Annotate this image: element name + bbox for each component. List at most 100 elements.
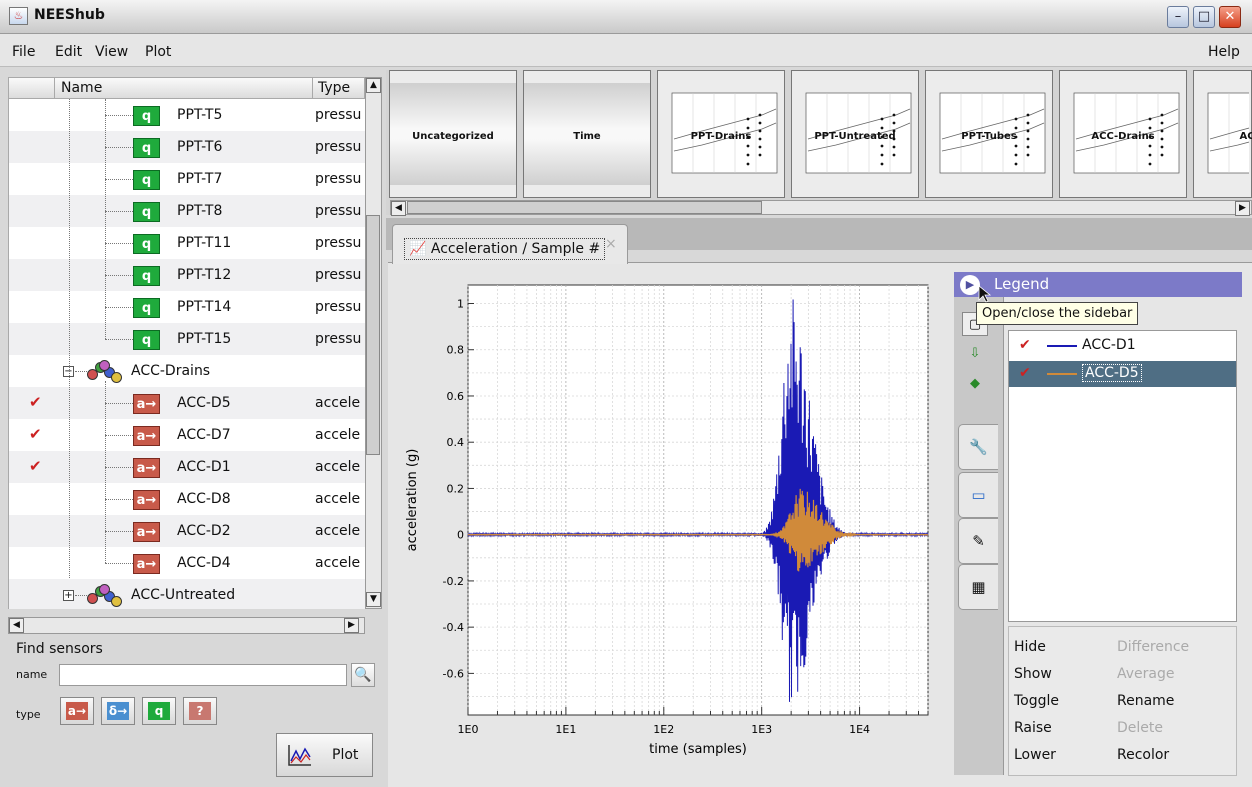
- group-dot: [99, 360, 110, 371]
- category-scroll-right-arrow[interactable]: ▶: [1235, 201, 1250, 216]
- legend-action-toggle[interactable]: Toggle: [1014, 693, 1060, 709]
- legend-action-delete[interactable]: Delete: [1117, 720, 1163, 736]
- tree-connector: [105, 147, 133, 148]
- category-thumbnail[interactable]: ACC-Drains: [1059, 70, 1187, 198]
- tree-row[interactable]: q PPT-T6 pressu: [9, 131, 365, 163]
- legend-swatch: [1047, 373, 1077, 375]
- tree-row[interactable]: ✔ a→ ACC-D7 accele: [9, 419, 365, 451]
- find-sensors-title: Find sensors: [16, 641, 103, 657]
- menu-file[interactable]: File: [12, 44, 36, 60]
- tree-row[interactable]: q PPT-T14 pressu: [9, 291, 365, 323]
- tree-row[interactable]: a→ ACC-D8 accele: [9, 483, 365, 515]
- category-thumbnail[interactable]: PPT-Untreated: [791, 70, 919, 198]
- plot-tab-label[interactable]: 📈 Acceleration / Sample #: [404, 238, 606, 260]
- legend-action-difference[interactable]: Difference: [1117, 639, 1190, 655]
- menu-edit[interactable]: Edit: [55, 44, 83, 60]
- legend-item[interactable]: ✔ ACC-D1: [1009, 333, 1236, 359]
- mini-point: [880, 135, 884, 139]
- name-column-header[interactable]: Name: [57, 78, 313, 98]
- type-filter-button[interactable]: δ→: [101, 697, 135, 725]
- mini-point: [758, 121, 762, 125]
- plot-area[interactable]: [467, 284, 929, 716]
- menu-help[interactable]: Help: [1208, 44, 1240, 60]
- sensor-group-icon: [87, 360, 123, 383]
- legend-action-lower[interactable]: Lower: [1014, 747, 1056, 763]
- sidebar-toggle-icon[interactable]: ▶: [960, 275, 980, 295]
- y-tick-label: -0.6: [443, 667, 464, 680]
- legend-action-show[interactable]: Show: [1014, 666, 1052, 682]
- type-filter-button[interactable]: q: [142, 697, 176, 725]
- find-name-input[interactable]: [59, 664, 347, 686]
- tree-scroll-down-arrow[interactable]: ▼: [366, 592, 381, 607]
- row-check-icon[interactable]: ✔: [29, 425, 42, 443]
- maximize-button[interactable]: □: [1193, 6, 1215, 28]
- tree-group-row[interactable]: + ACC-Untreated: [9, 579, 365, 609]
- series-line-acc-d5[interactable]: [467, 488, 929, 572]
- collapse-icon[interactable]: −: [63, 366, 74, 377]
- tree-scroll-thumb[interactable]: [366, 215, 380, 455]
- legend-item[interactable]: ✔ ACC-D5: [1009, 361, 1236, 387]
- tree-scroll-left-arrow[interactable]: ◀: [9, 618, 24, 633]
- legend-check-icon[interactable]: ✔: [1019, 365, 1031, 381]
- tree-group-row[interactable]: − ACC-Drains: [9, 355, 365, 387]
- type-filter-button[interactable]: ?: [183, 697, 217, 725]
- tree-row[interactable]: q PPT-T12 pressu: [9, 259, 365, 291]
- category-thumbnail[interactable]: Time: [523, 70, 651, 198]
- sensor-tree[interactable]: q PPT-T5 pressu q PPT-T6 pressu q PPT-T7 pressu q…: [8, 99, 365, 609]
- tree-row[interactable]: q PPT-T7 pressu: [9, 163, 365, 195]
- legend-action-rename[interactable]: Rename: [1117, 693, 1175, 709]
- legend-download-icon[interactable]: ⇩: [969, 346, 981, 361]
- legend-action-average[interactable]: Average: [1117, 666, 1175, 682]
- acceleration-chart[interactable]: 1 0.8 0.6 0.4 0.2 0 -0.2 -0.4 -0.6 1E0 1E1 1E2 1E3 1E…: [396, 275, 941, 775]
- expand-icon[interactable]: +: [63, 590, 74, 601]
- close-button[interactable]: ✕: [1219, 6, 1241, 28]
- tree-row[interactable]: ✔ a→ ACC-D1 accele: [9, 451, 365, 483]
- tree-row[interactable]: q PPT-T8 pressu: [9, 195, 365, 227]
- category-thumbnail[interactable]: PPT-Drains: [657, 70, 785, 198]
- tree-row[interactable]: q PPT-T5 pressu: [9, 99, 365, 131]
- type-filter-button[interactable]: a→: [60, 697, 94, 725]
- sensor-name: PPT-T12: [177, 267, 232, 283]
- category-thumbnail[interactable]: ACC-U: [1193, 70, 1252, 198]
- accelerometer-icon: a→: [133, 394, 160, 414]
- edit-note-icon[interactable]: ✎: [958, 518, 998, 564]
- monitor-icon[interactable]: ▭: [958, 472, 998, 518]
- mini-plot-icon: [671, 92, 778, 174]
- legend-back-icon[interactable]: ◆: [970, 376, 980, 391]
- category-scroll-thumb[interactable]: [407, 201, 762, 214]
- category-scroll-left-arrow[interactable]: ◀: [391, 201, 406, 216]
- tree-connector: [105, 563, 133, 564]
- tree-row[interactable]: a→ ACC-D2 accele: [9, 515, 365, 547]
- tree-horizontal-scrollbar[interactable]: [8, 617, 365, 634]
- tree-row[interactable]: ✔ a→ ACC-D5 accele: [9, 387, 365, 419]
- category-thumbnail[interactable]: PPT-Tubes: [925, 70, 1053, 198]
- legend-item-name: ACC-D1: [1082, 337, 1136, 353]
- wrench-icon[interactable]: 🔧: [958, 424, 998, 470]
- table-icon[interactable]: ▦: [958, 564, 998, 610]
- tree-scroll-right-arrow[interactable]: ▶: [344, 618, 359, 633]
- legend-action-recolor[interactable]: Recolor: [1117, 747, 1170, 763]
- type-column-header[interactable]: Type: [318, 80, 351, 96]
- legend-list[interactable]: ✔ ACC-D1 ✔ ACC-D5: [1008, 330, 1237, 622]
- legend-action-hide[interactable]: Hide: [1014, 639, 1046, 655]
- tree-scroll-up-arrow[interactable]: ▲: [366, 78, 381, 93]
- row-check-icon[interactable]: ✔: [29, 457, 42, 475]
- category-thumbnail[interactable]: Uncategorized: [389, 70, 517, 198]
- minimize-button[interactable]: –: [1167, 6, 1189, 28]
- tab-close-icon[interactable]: ×: [605, 236, 617, 252]
- menu-view[interactable]: View: [95, 44, 129, 60]
- sensor-name: PPT-T15: [177, 331, 232, 347]
- row-check-icon[interactable]: ✔: [29, 393, 42, 411]
- legend-check-icon[interactable]: ✔: [1019, 337, 1031, 353]
- legend-action-raise[interactable]: Raise: [1014, 720, 1052, 736]
- tab-acceleration-sample[interactable]: [392, 224, 628, 264]
- mini-point: [758, 137, 762, 141]
- plot-button[interactable]: Plot: [276, 733, 373, 777]
- check-column-header[interactable]: [9, 78, 55, 98]
- tree-row[interactable]: a→ ACC-D4 accele: [9, 547, 365, 579]
- tree-row[interactable]: q PPT-T15 pressu: [9, 323, 365, 355]
- search-icon[interactable]: 🔍: [351, 663, 375, 687]
- tree-row[interactable]: q PPT-T11 pressu: [9, 227, 365, 259]
- type-filter-label: a→: [66, 702, 88, 720]
- menu-plot[interactable]: Plot: [145, 44, 172, 60]
